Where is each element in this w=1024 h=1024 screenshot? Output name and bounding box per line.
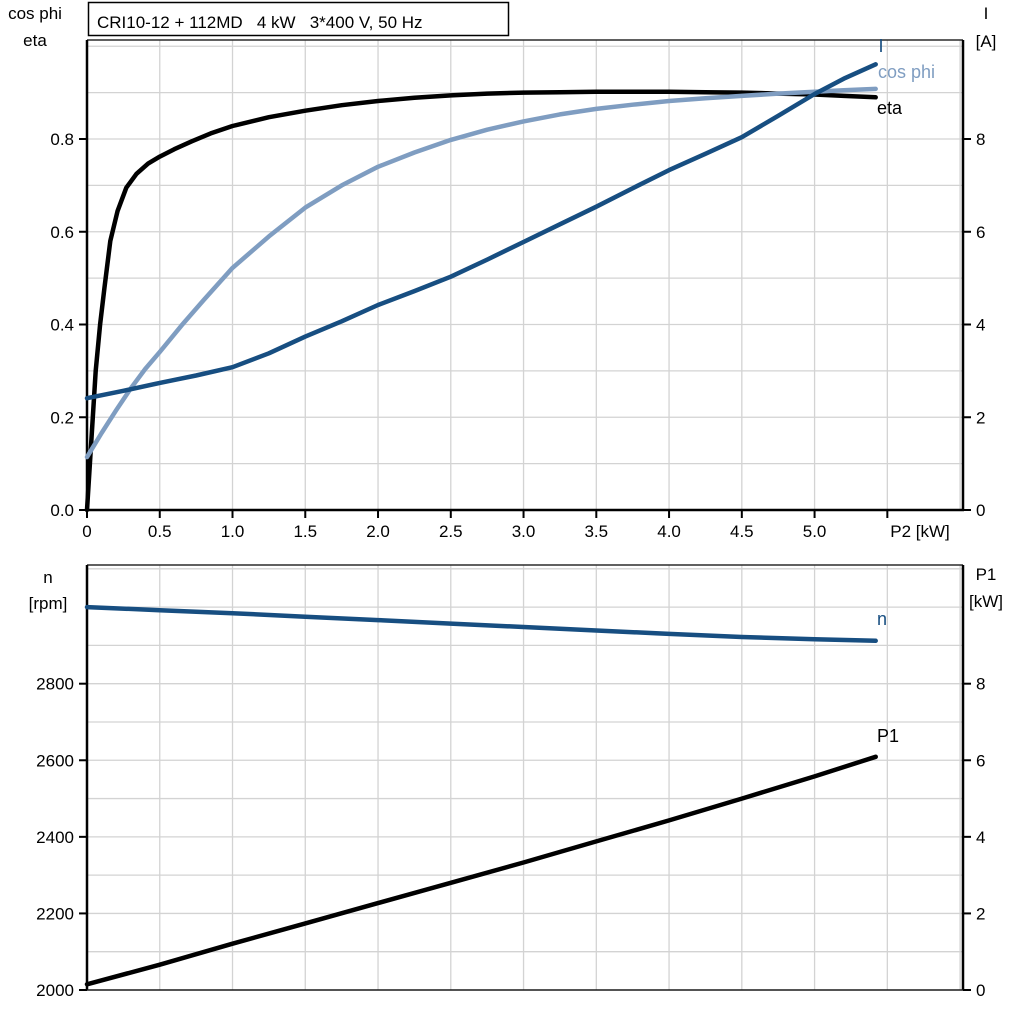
curve-cos-phi [84, 86, 878, 460]
bottom-chart: 2000 2200 2400 2600 2800 0 2 4 6 8 n [rpm] P1 [kW] n P1 [29, 564, 1003, 1000]
left-tick-label: 2000 [36, 981, 74, 1000]
x-tick-label: 3.5 [584, 522, 608, 541]
curve-label-cos-phi: cos phi [878, 62, 935, 82]
axis-unit-labels: n [rpm] P1 [kW] [29, 565, 1003, 613]
x-tick-label: 3.0 [512, 522, 536, 541]
right-tick-label: 4 [976, 828, 985, 847]
curve-label-n: n [877, 609, 887, 629]
x-tick-label: 4.0 [657, 522, 681, 541]
left-tick-label: 0.0 [50, 501, 74, 520]
x-tick-label: 0.5 [148, 522, 172, 541]
x-tick-label: 4.5 [730, 522, 754, 541]
curve-P1 [84, 754, 878, 987]
x-axis-title: P2 [kW] [890, 522, 950, 541]
right-tick-label: 8 [976, 130, 985, 149]
right-tick-label: 8 [976, 675, 985, 694]
left-tick-label: 2200 [36, 904, 74, 923]
right-axis-unit-label: P1 [976, 565, 997, 584]
left-axis-unit-label: n [43, 568, 52, 587]
left-tick-label: 0.8 [50, 130, 74, 149]
curve-I [84, 62, 878, 401]
right-tick-label: 6 [976, 751, 985, 770]
x-tick-label: 1.0 [221, 522, 245, 541]
right-tick-label: 4 [976, 316, 985, 335]
plot-frame [85, 564, 965, 991]
right-tick-label: 2 [976, 408, 985, 427]
left-axis-unit-label: eta [23, 31, 47, 50]
x-tick-label: 5.0 [803, 522, 827, 541]
left-tick-label: 0.6 [50, 223, 74, 242]
left-tick-label: 2400 [36, 828, 74, 847]
right-axis-unit-label: [kW] [969, 592, 1003, 611]
chart-title-box: CRI10-12 + 112MD 4 kW 3*400 V, 50 Hz [87, 1, 510, 37]
right-tick-label: 2 [976, 904, 985, 923]
curve-n [84, 604, 878, 644]
plot-frame [85, 39, 965, 512]
x-tick-label: 1.5 [293, 522, 317, 541]
axis-unit-labels: cos phi eta I [A] [8, 4, 996, 51]
x-tick-label: 0 [82, 522, 91, 541]
left-tick-label: 2600 [36, 751, 74, 770]
gridlines [87, 40, 963, 510]
right-tick-label: 6 [976, 223, 985, 242]
curve-label-I: I [878, 36, 883, 56]
left-tick-label: 0.4 [50, 316, 74, 335]
chart-title: CRI10-12 + 112MD 4 kW 3*400 V, 50 Hz [97, 13, 423, 32]
axis-tick-labels: 0 0.5 1.0 1.5 2.0 2.5 3.0 3.5 4.0 4.5 5.0 P2 [kW] 0.… [50, 130, 985, 541]
axis-ticks [79, 138, 971, 518]
right-axis-unit-label: [A] [976, 32, 997, 51]
curve-label-eta: eta [877, 98, 903, 118]
axis-tick-labels: 2000 2200 2400 2600 2800 0 2 4 6 8 [36, 675, 985, 1000]
left-tick-label: 0.2 [50, 408, 74, 427]
curve-label-P1: P1 [877, 726, 899, 746]
axis-ticks [79, 682, 971, 991]
left-axis-unit-label: cos phi [8, 4, 62, 23]
right-tick-label: 0 [976, 501, 985, 520]
curve-eta [84, 89, 878, 513]
left-axis-unit-label: [rpm] [29, 594, 68, 613]
x-tick-label: 2.0 [366, 522, 390, 541]
left-tick-label: 2800 [36, 675, 74, 694]
gridlines [87, 565, 963, 990]
top-chart: 0 0.5 1.0 1.5 2.0 2.5 3.0 3.5 4.0 4.5 5.0 P2 [kW] 0.… [8, 1, 996, 541]
right-axis-unit-label: I [984, 4, 989, 23]
x-tick-label: 2.5 [439, 522, 463, 541]
right-tick-label: 0 [976, 981, 985, 1000]
